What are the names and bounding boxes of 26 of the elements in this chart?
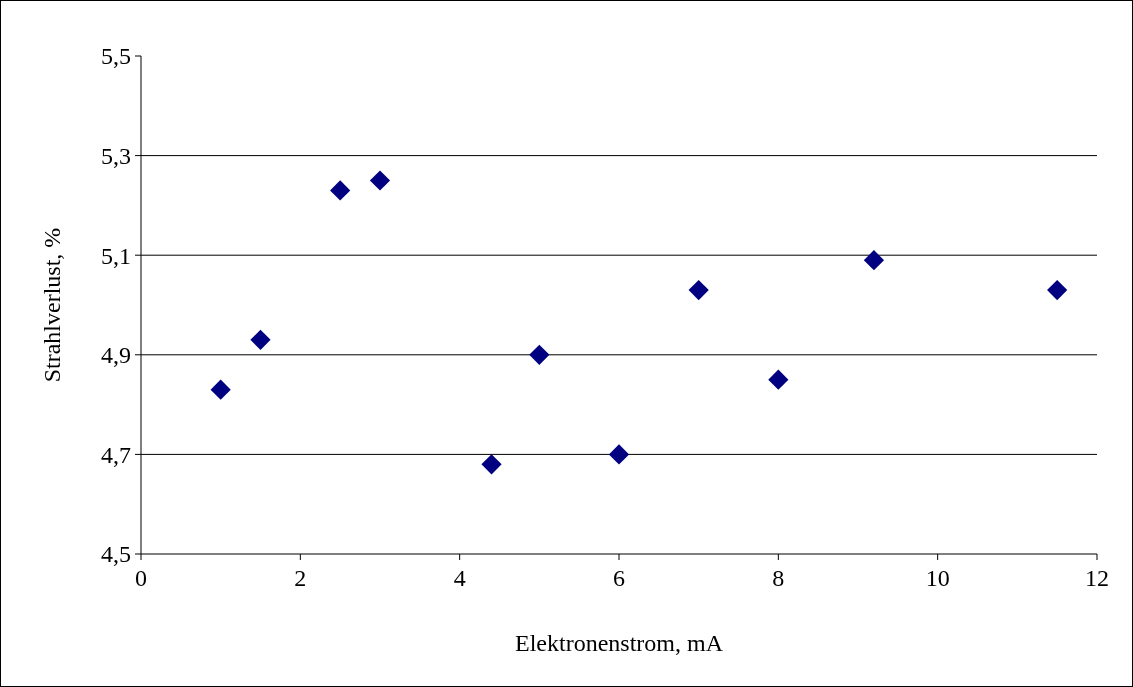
point: [608, 444, 630, 465]
point: [369, 170, 391, 191]
point: [529, 344, 550, 365]
x-axis-title: Elektronenstrom, mA: [515, 630, 724, 656]
x-tick-label: 0: [135, 565, 147, 591]
point: [330, 180, 351, 201]
point: [768, 369, 789, 390]
x-tick-label: 8: [772, 565, 785, 591]
point: [688, 279, 709, 301]
x-tick-label: 2: [294, 565, 307, 591]
point: [250, 329, 271, 350]
y-tick-label: 5,1: [101, 242, 131, 269]
point: [863, 250, 885, 271]
x-tick-label: 12: [1085, 565, 1109, 591]
y-axis-title: Strahlverlust, %: [39, 227, 65, 383]
x-tick-label: 4: [453, 565, 466, 591]
y-tick-label: 4,7: [101, 441, 131, 468]
y-tick-label: 4,9: [101, 342, 131, 369]
point: [481, 454, 502, 475]
x-tick-label: 10: [925, 565, 950, 591]
y-tick-label: 5,3: [101, 143, 131, 169]
point: [1047, 279, 1068, 301]
y-tick-label: 4,5: [101, 541, 131, 568]
x-tick-label: 6: [613, 565, 625, 591]
point: [210, 379, 231, 400]
y-tick-label: 5,5: [101, 43, 131, 70]
